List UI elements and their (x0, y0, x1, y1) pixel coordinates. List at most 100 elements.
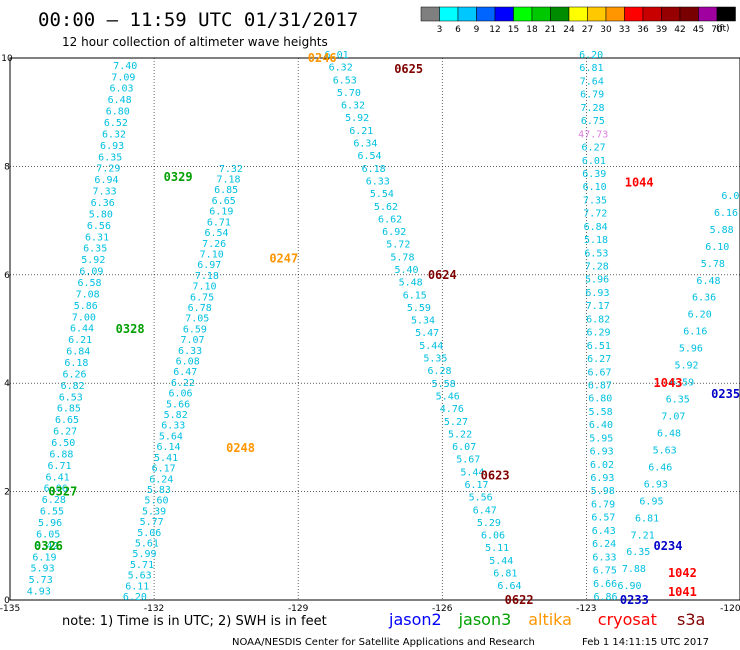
swh-value: 6.55 (40, 507, 64, 518)
swh-value: 6.97 (197, 260, 221, 271)
pass-time-label: 1042 (668, 566, 697, 580)
swh-value: 5.78 (390, 252, 414, 263)
swh-value: 5.46 (436, 391, 460, 402)
swh-value: 6.59 (183, 324, 207, 335)
swh-value: 6.47 (473, 505, 497, 516)
swh-value: 5.70 (337, 88, 361, 99)
legend-item-jason2: jason2 (388, 610, 442, 629)
color-scale-label: 27 (582, 25, 593, 35)
pass-time-label: 0248 (226, 441, 255, 455)
pass-time-label: 1044 (625, 176, 654, 190)
swh-value: 6.41 (46, 472, 70, 483)
legend-item-cryosat: cryosat (598, 610, 657, 629)
swh-value: 6.29 (586, 328, 610, 339)
swh-value: 6.75 (581, 116, 605, 127)
pass-time-label: 0234 (654, 539, 683, 553)
swh-value: 6.21 (68, 335, 92, 346)
swh-value: 6.39 (582, 169, 606, 180)
swh-value: 6.44 (70, 324, 94, 335)
swh-value: 6.36 (91, 198, 115, 209)
x-tick-label: -135 (0, 604, 20, 614)
swh-value: 5.18 (584, 235, 608, 246)
color-scale-label: 24 (563, 25, 575, 35)
x-tick-label: -120 (720, 604, 740, 614)
swh-value: 5.92 (345, 113, 369, 124)
color-scale-label: 36 (637, 25, 649, 35)
color-scale-swatch (624, 6, 644, 22)
swh-value: 7.32 (219, 164, 243, 175)
swh-value: 5.86 (74, 301, 98, 312)
y-tick-label: 6 (4, 271, 10, 281)
y-axis-ticks: 0 2 4 6 8 10 (1, 54, 13, 606)
swh-value: 5.98 (591, 486, 615, 497)
swh-value: 7.21 (631, 530, 655, 541)
swh-value: 6.93 (590, 447, 614, 458)
swh-value: 6.18 (64, 358, 88, 369)
swh-value: 6.16 (683, 327, 707, 338)
swh-value: 6.27 (587, 354, 611, 365)
pass-time-label: 0247 (269, 252, 298, 266)
swh-value: 6.46 (648, 462, 672, 473)
swh-value: 5.80 (89, 209, 113, 220)
swh-value: 5.06 (137, 528, 161, 539)
swh-value: 6.94 (94, 175, 118, 186)
swh-value: 7.28 (585, 262, 609, 273)
swh-value: 6.79 (591, 499, 615, 510)
swh-value: 6.32 (102, 129, 126, 140)
swh-value: 6.93 (100, 141, 124, 152)
y-tick-label: 2 (4, 488, 10, 498)
swh-value: 6.01 (325, 50, 349, 61)
grid-lines (10, 58, 740, 600)
swh-value: 5.77 (140, 517, 164, 528)
swh-value: 6.28 (42, 495, 66, 506)
swh-value: 6.07 (452, 442, 476, 453)
swh-value: 6.33 (366, 176, 390, 187)
swh-value: 6.33 (592, 552, 616, 563)
swh-value: 6.67 (588, 367, 612, 378)
color-scale-label: 30 (600, 25, 612, 35)
color-scale-swatch (679, 6, 699, 22)
swh-value: 6.75 (190, 292, 214, 303)
color-scale-swatch (568, 6, 588, 22)
swh-value: 5.66 (166, 399, 190, 410)
plot-frame (9, 57, 740, 601)
legend-item-s3a: s3a (677, 610, 705, 629)
swh-value: 6.58 (78, 278, 102, 289)
swh-value: 6.54 (357, 151, 381, 162)
swh-value: 6.34 (353, 139, 377, 150)
color-scale-label: 42 (674, 25, 685, 35)
swh-value: 6.81 (493, 569, 517, 580)
swh-value: 6.57 (591, 513, 615, 524)
pass-time-label: 0235 (711, 387, 740, 401)
swh-value: 6.20 (579, 50, 603, 61)
swh-value: 5.73 (29, 575, 53, 586)
pass-time-label: 1041 (668, 585, 697, 599)
swh-value: 6.28 (427, 366, 451, 377)
x-axis-ticks: -135 -132 -129 -126 -123 -120 (0, 604, 740, 614)
swh-value: 7.10 (192, 282, 216, 293)
color-scale-label: 70 (711, 25, 723, 35)
swh-value: 6.88 (49, 449, 73, 460)
swh-value: 7.18 (216, 175, 240, 186)
swh-value: 5.40 (395, 265, 419, 276)
swh-value: 6.32 (329, 63, 353, 74)
color-scale-label: 9 (474, 25, 480, 35)
swh-value: 6.10 (583, 182, 607, 193)
swh-value: 6.40 (589, 420, 613, 431)
swh-value: 6.93 (585, 288, 609, 299)
y-tick-label: 10 (1, 54, 13, 64)
swh-value: 7.17 (586, 301, 610, 312)
swh-value: 6.59 (670, 378, 694, 389)
swh-value: 6.14 (156, 442, 180, 453)
swh-value: 6.26 (62, 369, 86, 380)
swh-value: 6.24 (592, 539, 616, 550)
swh-value: 6.65 (212, 196, 236, 207)
swh-value: 5.96 (38, 518, 62, 529)
legend-item-jason3: jason3 (458, 610, 512, 629)
pass-time-label: 0233 (620, 593, 649, 607)
color-scale-swatch (513, 6, 533, 22)
swh-value: 6.06 (168, 389, 192, 400)
pass-time-label: 0623 (481, 468, 510, 482)
swh-value: 6.53 (333, 75, 357, 86)
